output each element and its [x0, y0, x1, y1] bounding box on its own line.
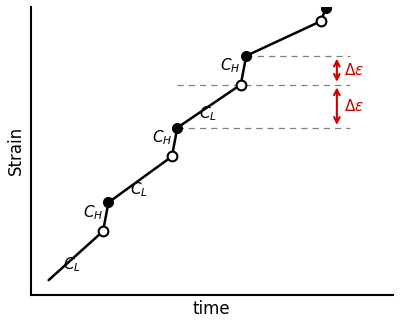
Text: $C_H$: $C_H$	[83, 203, 103, 222]
Text: $C_L$: $C_L$	[130, 180, 148, 199]
Text: $C_H$: $C_H$	[152, 128, 172, 147]
Text: $C_L$: $C_L$	[63, 255, 81, 274]
Text: $C_H$: $C_H$	[220, 57, 240, 75]
Text: $\Delta\varepsilon$: $\Delta\varepsilon$	[344, 62, 364, 78]
Text: $\Delta\varepsilon$: $\Delta\varepsilon$	[344, 98, 364, 114]
Text: $C_L$: $C_L$	[199, 104, 217, 123]
Y-axis label: Strain: Strain	[7, 126, 25, 175]
X-axis label: time: time	[193, 300, 230, 318]
